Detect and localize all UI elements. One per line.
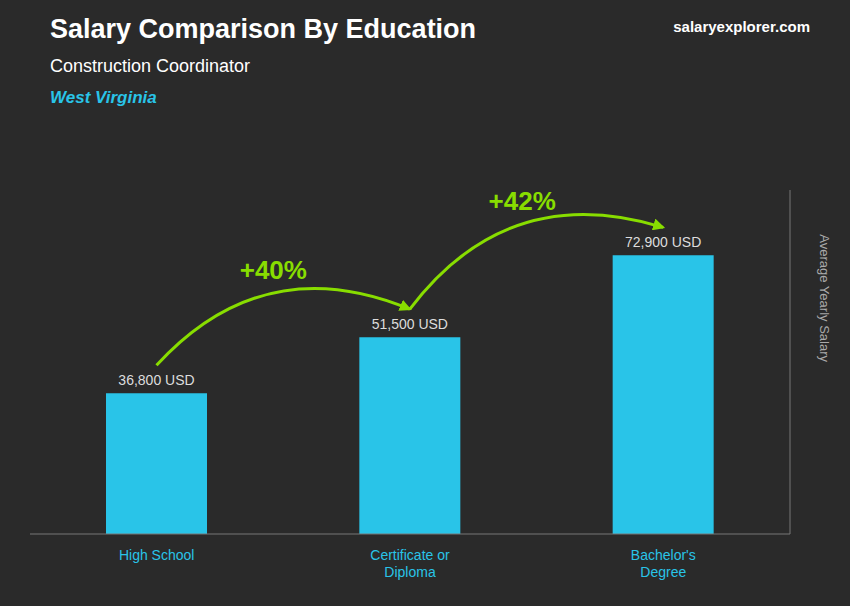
html-text:West Virginia: West Virginia: [50, 88, 157, 107]
svg-text:72,900 USD: 72,900 USD: [625, 234, 701, 250]
svg-text:+42%: +42%: [489, 186, 556, 216]
svg-text:+40%: +40%: [240, 255, 307, 285]
svg-text:Average Yearly Salary: Average Yearly Salary: [817, 234, 832, 362]
svg-text:36,800 USD: 36,800 USD: [118, 372, 194, 388]
html-text:Salary Comparison By Education: Salary Comparison By Education: [50, 14, 477, 44]
svg-text:Certificate orDiploma: Certificate orDiploma: [370, 547, 450, 580]
svg-text:Bachelor'sDegree: Bachelor'sDegree: [631, 547, 696, 580]
svg-text:51,500 USD: 51,500 USD: [372, 316, 448, 332]
html-text:Construction Coordinator: Construction Coordinator: [50, 56, 251, 76]
html-text:salaryexplorer.com: salaryexplorer.com: [673, 18, 810, 35]
svg-text:High School: High School: [119, 547, 195, 563]
